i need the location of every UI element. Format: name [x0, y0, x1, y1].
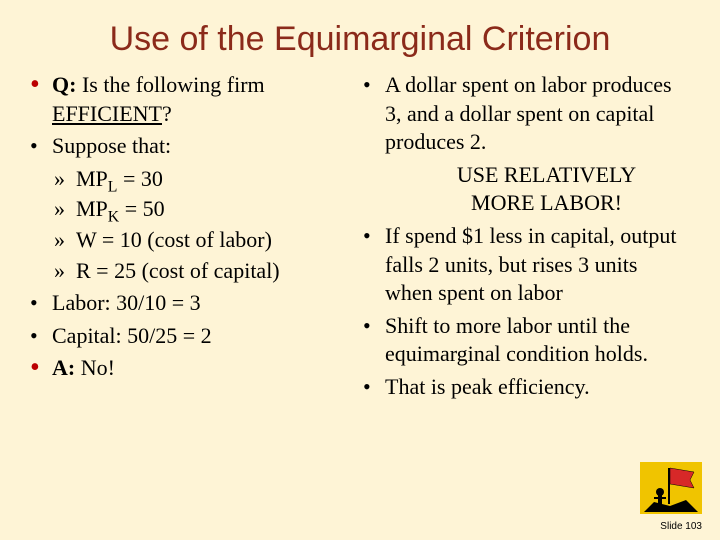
content-columns: Q: Is the following firm EFFICIENT? Supp… — [0, 59, 720, 406]
mpk-pre: MP — [76, 196, 108, 221]
r-p3: Shift to more labor until the equimargin… — [363, 312, 690, 369]
answer-line: A: No! — [30, 354, 357, 383]
suppose-line: Suppose that: — [30, 132, 357, 161]
w-line: W = 10 (cost of labor) — [30, 226, 357, 255]
mpk-sub: K — [108, 209, 119, 226]
flag-icon — [640, 462, 702, 514]
a-label: A: — [52, 355, 75, 380]
question-line: Q: Is the following firm EFFICIENT? — [30, 71, 357, 128]
rec1: USE RELATIVELY — [457, 162, 636, 187]
rec2: MORE LABOR! — [471, 190, 622, 215]
mpl-post: = 30 — [117, 166, 162, 191]
mpk-post: = 50 — [119, 196, 164, 221]
a-text: No! — [75, 355, 115, 380]
mpl-pre: MP — [76, 166, 108, 191]
capital-calc: Capital: 50/25 = 2 — [30, 322, 357, 351]
mpl-line: MPL = 30 — [30, 165, 357, 194]
r-p4: That is peak efficiency. — [363, 373, 690, 402]
q-label: Q: — [52, 72, 76, 97]
labor-calc: Labor: 30/10 = 3 — [30, 289, 357, 318]
r-line: R = 25 (cost of capital) — [30, 257, 357, 286]
right-column: A dollar spent on labor produces 3, and … — [357, 67, 690, 406]
slide-title: Use of the Equimarginal Criterion — [0, 0, 720, 59]
q-text: Is the following firm — [76, 72, 264, 97]
recommendation: USE RELATIVELY MORE LABOR! — [363, 161, 690, 218]
left-column: Q: Is the following firm EFFICIENT? Supp… — [30, 67, 357, 406]
mpk-line: MPK = 50 — [30, 195, 357, 224]
r-p2: If spend $1 less in capital, output fall… — [363, 222, 690, 308]
slide-number: Slide 103 — [660, 521, 702, 532]
r-p1: A dollar spent on labor produces 3, and … — [363, 71, 690, 157]
q-tail: ? — [162, 101, 172, 126]
q-word: EFFICIENT — [52, 101, 162, 126]
